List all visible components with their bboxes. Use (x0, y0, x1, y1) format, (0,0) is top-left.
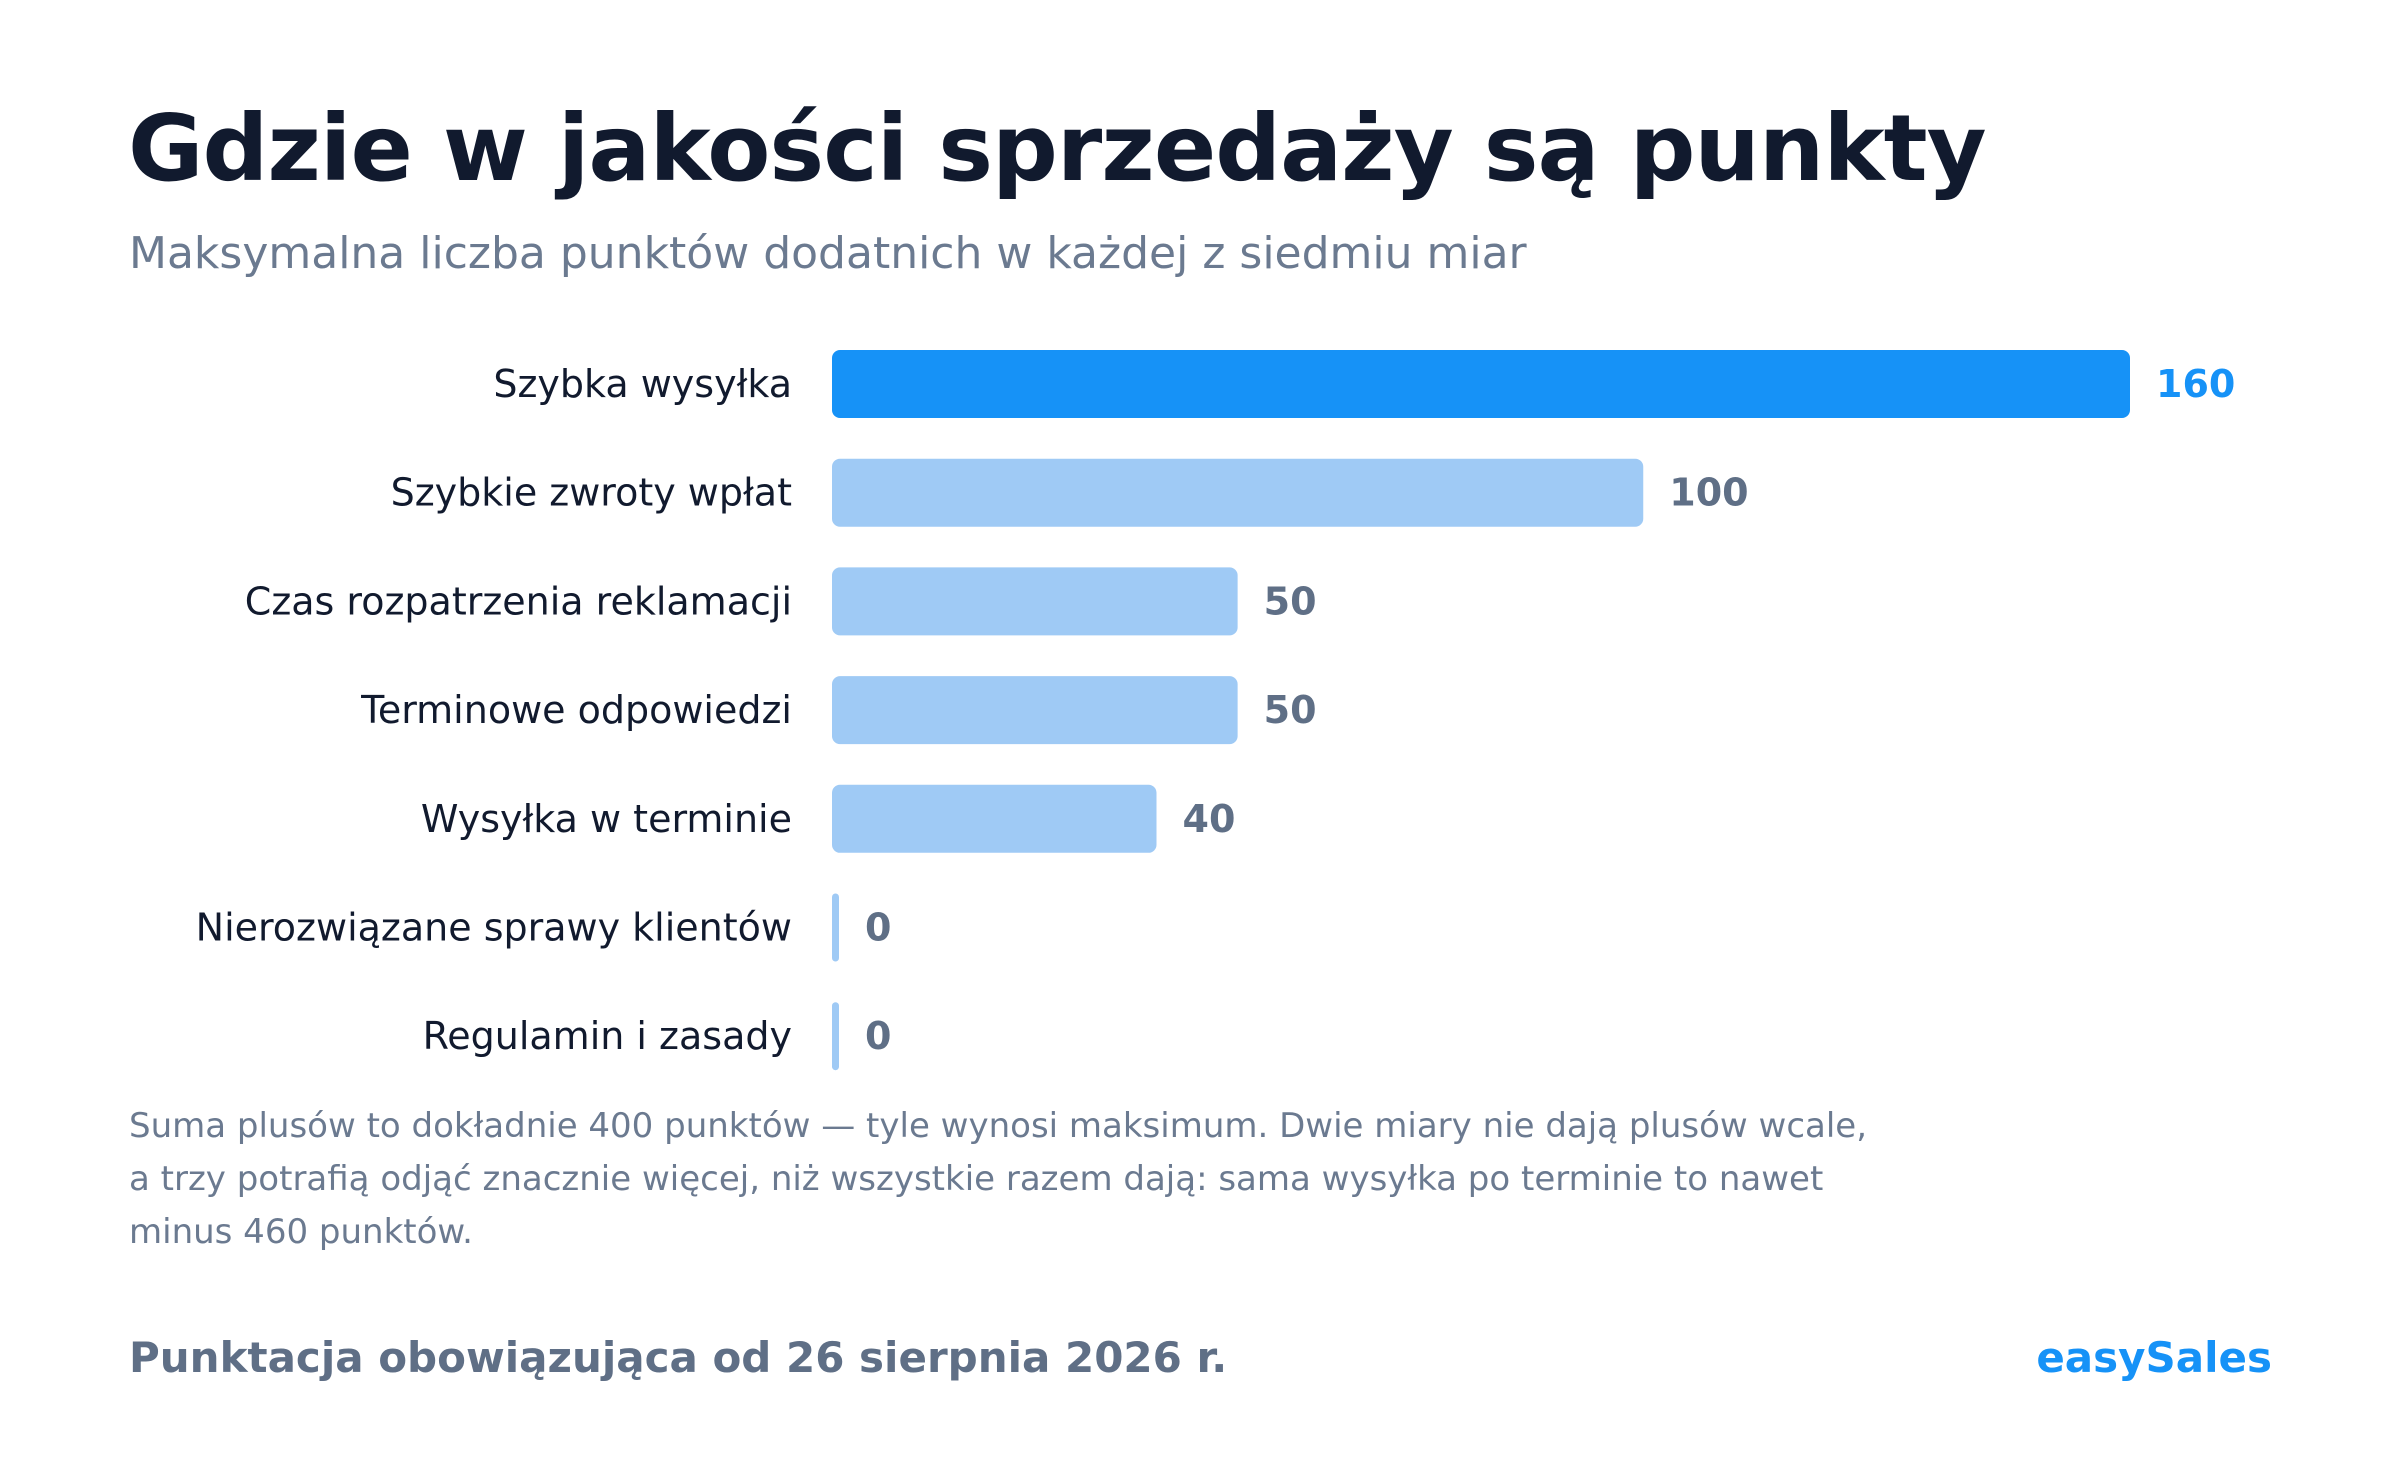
chart-subtitle: Maksymalna liczba punktów dodatnich w ka… (129, 228, 1527, 279)
bar (832, 567, 1238, 636)
value-label: 40 (1183, 797, 1236, 841)
bar (832, 458, 1644, 527)
value-label: 0 (865, 906, 891, 950)
category-label: Czas rozpatrzenia reklamacji (245, 579, 792, 623)
category-label: Wysyłka w terminie (421, 797, 792, 841)
brand-logo: easySales (2036, 1333, 2272, 1382)
chart-note: Suma plusów to dokładnie 400 punktów — t… (129, 1106, 1868, 1252)
category-label: Terminowe odpowiedzi (360, 688, 792, 732)
category-label: Nierozwiązane sprawy klientów (196, 906, 792, 950)
bar (832, 784, 1157, 853)
value-label: 0 (865, 1014, 891, 1058)
category-label: Szybka wysyłka (493, 362, 792, 406)
bar (832, 893, 839, 962)
footer-effective-date: Punktacja obowiązująca od 26 sierpnia 20… (129, 1333, 1228, 1382)
value-label: 50 (1264, 688, 1317, 732)
bar (832, 676, 1238, 745)
value-label: 160 (2156, 362, 2235, 406)
bar (832, 1002, 839, 1071)
bar-chart: Szybka wysyłka 160 Szybkie zwroty wpłat 100… (196, 350, 2235, 1071)
bar (832, 350, 2130, 418)
value-label: 100 (1669, 471, 1748, 515)
category-label: Regulamin i zasady (423, 1014, 792, 1058)
category-label: Szybkie zwroty wpłat (391, 471, 792, 515)
value-label: 50 (1264, 579, 1317, 623)
chart-title: Gdzie w jakości sprzedaży są punkty (128, 95, 1987, 202)
